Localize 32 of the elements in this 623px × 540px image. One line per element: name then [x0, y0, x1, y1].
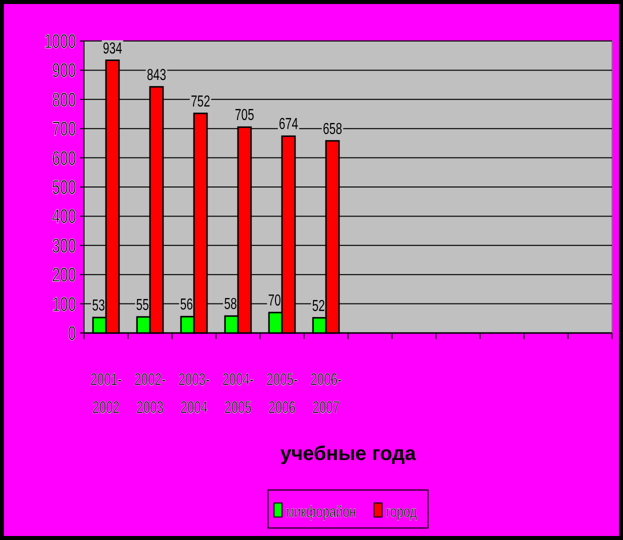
- data-label: 934: [102, 38, 122, 57]
- y-tick-label: 300: [52, 234, 76, 257]
- data-label: 70: [268, 290, 282, 310]
- y-tick-label: 700: [52, 117, 76, 140]
- x-tick-label: 2002- 2003: [134, 371, 166, 418]
- y-tick-label: 900: [52, 58, 76, 82]
- data-label: 55: [136, 295, 150, 314]
- legend-label: город: [386, 502, 417, 520]
- y-tick-label: 0: [68, 322, 76, 345]
- x-axis-title: учебные года: [280, 443, 417, 465]
- data-label: 53: [92, 296, 106, 314]
- data-label: 52: [312, 296, 326, 314]
- y-tick-label: 800: [52, 88, 76, 111]
- data-label: 843: [146, 64, 166, 84]
- data-label: 752: [190, 91, 210, 110]
- legend-label: микфорайон: [286, 502, 356, 520]
- y-tick-label: 200: [52, 263, 76, 286]
- data-label: 58: [224, 294, 238, 313]
- data-label: 658: [322, 118, 342, 138]
- data-label: 674: [278, 114, 298, 133]
- x-tick-label: 2005- 2006: [266, 371, 298, 418]
- x-tick-label: 2003- 2004: [178, 371, 210, 418]
- y-tick-label: 1000: [44, 30, 76, 53]
- data-label: 56: [180, 294, 194, 314]
- y-tick-label: 500: [52, 176, 76, 199]
- x-tick-label: 2006- 2007: [310, 371, 342, 418]
- y-tick-label: 100: [52, 292, 76, 316]
- y-tick-label: 400: [52, 204, 76, 228]
- x-tick-label: 2004- 2005: [222, 371, 254, 418]
- data-label: 705: [234, 105, 254, 124]
- x-tick-label: 2001- 2002: [90, 371, 122, 418]
- y-tick-label: 600: [52, 146, 76, 170]
